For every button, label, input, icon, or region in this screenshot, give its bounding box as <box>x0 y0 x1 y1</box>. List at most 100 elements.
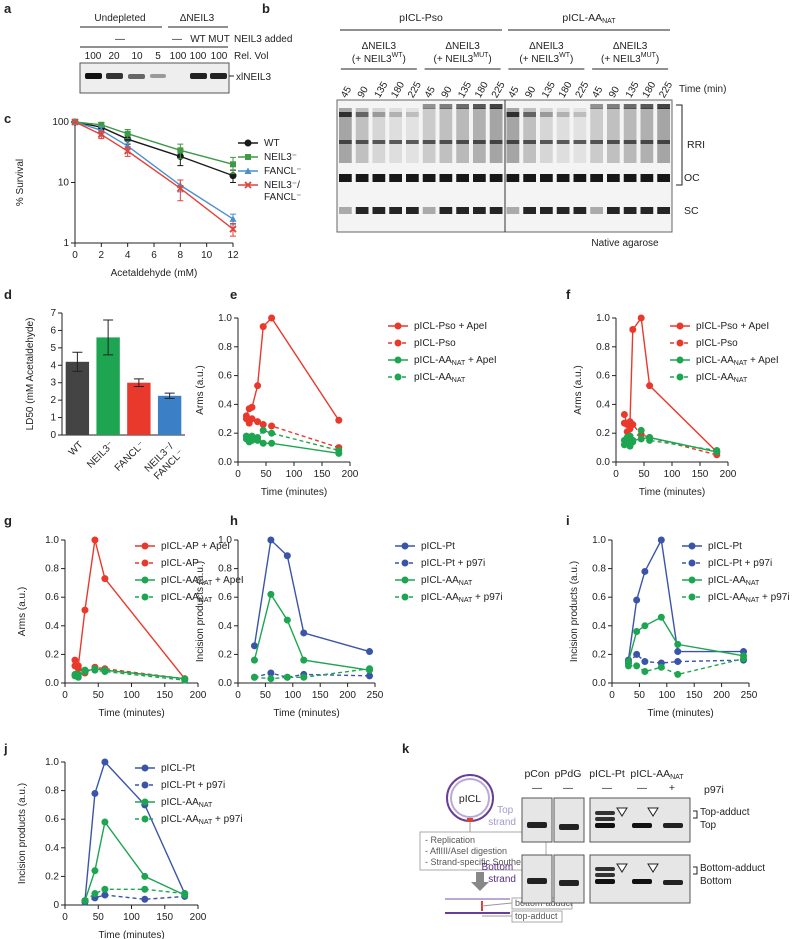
legend-marker <box>141 593 149 601</box>
series-line <box>254 668 370 680</box>
marker <box>101 818 109 826</box>
legend-marker <box>141 559 149 567</box>
y-axis-label: Arms (a.u.) <box>573 365 584 414</box>
marker <box>637 314 645 322</box>
x-tick-label: 250 <box>367 690 384 701</box>
band-label: Bottom <box>700 876 732 887</box>
marker <box>181 676 189 684</box>
marker <box>124 147 132 155</box>
y-tick-label: 7 <box>50 308 56 319</box>
row-label: NEIL3 added <box>234 34 292 45</box>
error-bar <box>103 319 114 356</box>
gel-smear <box>406 108 419 163</box>
gel-bands <box>339 104 670 214</box>
time-label: 135 <box>623 79 641 99</box>
marker <box>141 895 149 903</box>
marker <box>71 656 79 664</box>
band-label: xlNEIL3 <box>236 72 271 83</box>
gel-band <box>406 112 419 117</box>
marker <box>657 613 665 621</box>
x-tick-label: 50 <box>634 690 646 701</box>
marker <box>335 446 343 454</box>
marker <box>101 758 109 766</box>
y-tick-label: 0.2 <box>218 649 232 660</box>
x-tick-label: 50 <box>260 690 272 701</box>
marker <box>230 161 236 168</box>
marker <box>259 426 267 434</box>
x-tick-label: 50 <box>638 469 650 480</box>
marker <box>637 435 645 443</box>
marker <box>268 429 276 437</box>
y-tick-label: 0.4 <box>592 620 606 631</box>
legend-label: pICL-AANAT <box>414 372 466 384</box>
legend-marker <box>401 593 409 601</box>
gel-smear <box>389 108 402 163</box>
gel-band <box>527 878 547 884</box>
y-tick-label: 0 <box>50 430 56 441</box>
gel-band <box>523 140 536 144</box>
gel-band <box>607 104 620 109</box>
gel-smear <box>456 108 469 163</box>
group-label: ΔNEIL3 <box>445 41 480 52</box>
gel-band <box>540 174 553 182</box>
x-tick-label: FANCL⁻ <box>113 439 147 473</box>
marker <box>141 885 149 893</box>
marker <box>81 666 89 674</box>
gel-band <box>389 174 402 182</box>
bracket <box>676 104 683 186</box>
x-axis-label: Time (minutes) <box>98 708 164 719</box>
gel-smear <box>590 108 603 163</box>
gel-band <box>623 174 637 182</box>
group-label: ΔNEIL3 <box>180 13 215 24</box>
gel-band <box>640 174 654 182</box>
marker <box>366 672 374 680</box>
legend-label: pICL-AANAT <box>161 592 213 604</box>
volume-label: 100 <box>211 51 228 62</box>
y-tick-label: 0.8 <box>218 341 232 352</box>
marker <box>177 147 184 154</box>
gel-band <box>556 140 570 144</box>
marker <box>267 590 275 598</box>
gel-smear <box>540 108 553 163</box>
y-tick-label: 3 <box>50 377 56 388</box>
marker <box>633 650 641 658</box>
gel-band <box>406 140 419 144</box>
volume-label: 10 <box>131 51 143 62</box>
time-label: 45 <box>506 84 521 100</box>
time-label: 135 <box>372 79 390 99</box>
marker <box>366 665 374 673</box>
legend-label: pICL-Pso <box>696 338 738 349</box>
legend-marker <box>141 781 149 789</box>
treatment: — <box>563 783 573 794</box>
marker <box>259 439 267 447</box>
gel-smear <box>640 108 654 163</box>
gel-band <box>657 140 670 144</box>
y-tick-label: 0.6 <box>592 592 606 603</box>
y-tick-label: 2 <box>50 395 56 406</box>
legend-marker <box>394 373 402 381</box>
legend-label: pICL-AANAT + ApeI <box>161 575 244 587</box>
time-label: 45 <box>590 84 605 100</box>
gel-band <box>439 174 453 182</box>
x-tick-label: 0 <box>609 690 615 701</box>
group-label: (+ NEIL3MUT) <box>601 52 659 65</box>
pointer <box>481 902 513 907</box>
legend-marker <box>688 559 696 567</box>
gel-image <box>553 854 585 904</box>
marker <box>335 416 343 424</box>
legend-label: pICL-Pso + ApeI <box>696 321 769 332</box>
marker <box>637 426 645 434</box>
marker <box>97 130 105 139</box>
legend-label: pICL-AANAT <box>708 575 760 587</box>
marker <box>620 419 628 427</box>
gel-band <box>339 174 352 182</box>
error-bar <box>177 179 184 202</box>
marker <box>641 622 649 630</box>
legend-label: pICL-AP <box>161 558 199 569</box>
x-tick-label: 0 <box>235 469 241 480</box>
gel-band <box>489 104 503 109</box>
x-tick-label: 10 <box>201 250 213 261</box>
panel-label: b <box>262 1 270 16</box>
marker <box>229 215 237 222</box>
